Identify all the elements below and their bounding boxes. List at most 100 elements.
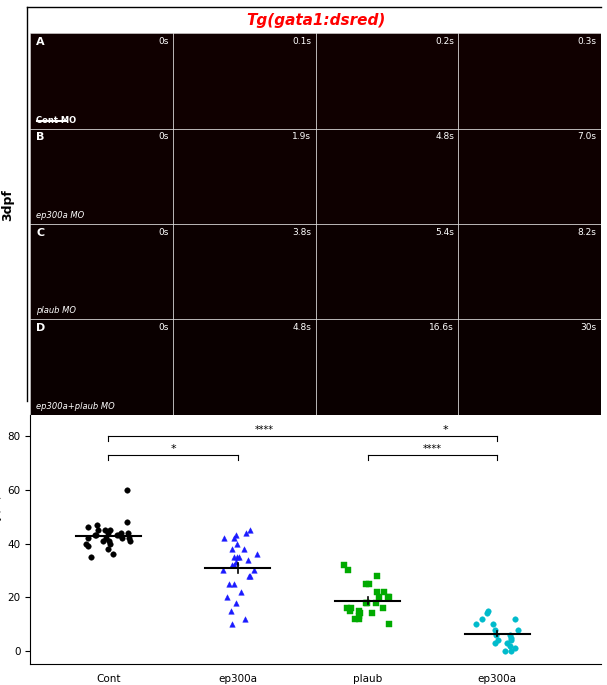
Point — [118, 533, 127, 544]
Text: C: C — [36, 227, 44, 238]
Point — [342, 603, 351, 614]
Point — [364, 578, 373, 589]
Point — [249, 565, 259, 576]
Point — [505, 630, 515, 640]
Point — [505, 640, 515, 651]
Text: 7.0s: 7.0s — [578, 132, 597, 141]
Point — [384, 592, 393, 603]
Text: 0s: 0s — [158, 37, 169, 46]
Point — [493, 635, 503, 646]
Point — [232, 551, 242, 562]
Point — [345, 606, 355, 616]
Text: *: * — [170, 443, 176, 453]
Point — [371, 597, 381, 608]
Point — [83, 540, 93, 551]
Point — [227, 560, 237, 571]
Point — [354, 606, 364, 616]
Point — [123, 516, 132, 527]
Point — [227, 619, 237, 630]
Point — [105, 538, 115, 549]
Text: ****: **** — [423, 443, 442, 453]
Point — [372, 586, 382, 597]
Point — [513, 624, 523, 635]
Point — [489, 619, 498, 630]
Point — [93, 525, 103, 536]
Point — [252, 549, 262, 560]
Text: 1.9s: 1.9s — [293, 132, 311, 141]
Point — [361, 597, 371, 608]
Text: B: B — [36, 132, 44, 142]
Point — [84, 533, 93, 544]
Text: 0.1s: 0.1s — [293, 37, 311, 46]
Text: 0.3s: 0.3s — [578, 37, 597, 46]
Point — [490, 624, 500, 635]
Text: *: * — [443, 425, 448, 435]
Point — [471, 619, 481, 630]
Point — [491, 630, 501, 640]
Point — [104, 536, 114, 547]
Point — [83, 522, 93, 533]
Text: 30s: 30s — [580, 323, 597, 332]
Point — [373, 571, 382, 582]
Point — [344, 565, 353, 576]
Point — [379, 603, 388, 614]
Point — [241, 527, 251, 538]
Point — [229, 551, 239, 562]
Text: ep300a MO: ep300a MO — [36, 211, 84, 220]
Text: 4.8s: 4.8s — [435, 132, 454, 141]
Point — [123, 484, 132, 495]
Point — [239, 543, 249, 554]
Point — [354, 613, 364, 624]
Point — [101, 533, 110, 544]
Point — [100, 525, 110, 536]
Point — [112, 530, 121, 541]
Point — [227, 543, 237, 554]
Point — [245, 525, 254, 536]
Point — [219, 533, 229, 544]
Text: 0s: 0s — [158, 227, 169, 237]
Text: 0.2s: 0.2s — [435, 37, 454, 46]
Point — [124, 533, 134, 544]
Point — [225, 578, 234, 589]
Point — [346, 603, 356, 614]
Point — [90, 530, 100, 541]
Point — [483, 606, 493, 616]
Point — [379, 586, 388, 597]
Point — [367, 608, 377, 619]
Point — [236, 586, 246, 597]
Point — [117, 527, 126, 538]
Point — [374, 592, 384, 603]
Point — [98, 536, 107, 547]
Point — [361, 578, 371, 589]
Text: 0s: 0s — [158, 132, 169, 141]
Text: 4.8s: 4.8s — [293, 323, 311, 332]
Text: 3dpf: 3dpf — [1, 190, 14, 221]
Point — [226, 606, 236, 616]
Point — [218, 565, 228, 576]
Point — [223, 592, 232, 603]
Point — [243, 554, 253, 565]
Point — [476, 613, 486, 624]
Point — [506, 632, 516, 643]
Point — [232, 538, 242, 549]
Point — [114, 530, 123, 541]
Point — [506, 635, 516, 646]
Point — [231, 597, 240, 608]
Point — [506, 645, 516, 656]
Text: 0s: 0s — [158, 323, 169, 332]
Point — [81, 538, 91, 549]
Text: Tg(gata1:dsred): Tg(gata1:dsred) — [246, 12, 385, 27]
Y-axis label: Flow activity(%): Flow activity(%) — [0, 495, 2, 584]
Point — [490, 638, 500, 649]
Point — [482, 608, 492, 619]
Point — [244, 571, 254, 582]
Point — [231, 530, 241, 541]
Point — [350, 613, 360, 624]
Point — [229, 533, 239, 544]
Text: A: A — [36, 37, 45, 47]
Text: D: D — [36, 323, 46, 333]
Text: ep300a+plaub MO: ep300a+plaub MO — [36, 401, 115, 411]
Point — [355, 608, 365, 619]
Point — [503, 638, 512, 649]
Text: 8.2s: 8.2s — [578, 227, 597, 237]
